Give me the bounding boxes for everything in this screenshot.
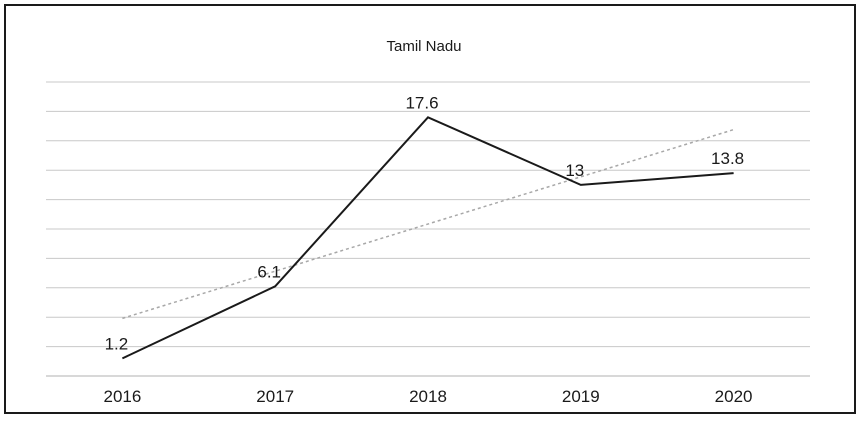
data-label: 6.1 [257,262,281,281]
chart-title: Tamil Nadu [386,38,461,55]
trendline-path [122,128,734,320]
trendline [122,128,734,320]
data-label: 13 [565,161,584,180]
x-tick-label: 2016 [103,387,141,406]
x-tick-label: 2019 [562,387,600,406]
gridlines [46,81,810,377]
series-line [121,116,734,360]
data-label: 1.2 [105,334,129,353]
chart-frame: Tamil Nadu 1.2 6.1 17.6 13 13.8 2016 2017 2018… [4,4,856,414]
data-label: 17.6 [405,93,438,112]
x-tick-label: 2018 [409,387,447,406]
data-label: 13.8 [711,149,744,168]
series-polyline [121,116,734,360]
data-labels: 1.2 6.1 17.6 13 13.8 [105,93,744,359]
x-tick-label: 2017 [256,387,294,406]
line-chart: Tamil Nadu 1.2 6.1 17.6 13 13.8 2016 2017 2018… [46,38,810,406]
x-tick-label: 2020 [715,387,753,406]
x-axis-ticks: 2016 2017 2018 2019 2020 [103,387,752,406]
